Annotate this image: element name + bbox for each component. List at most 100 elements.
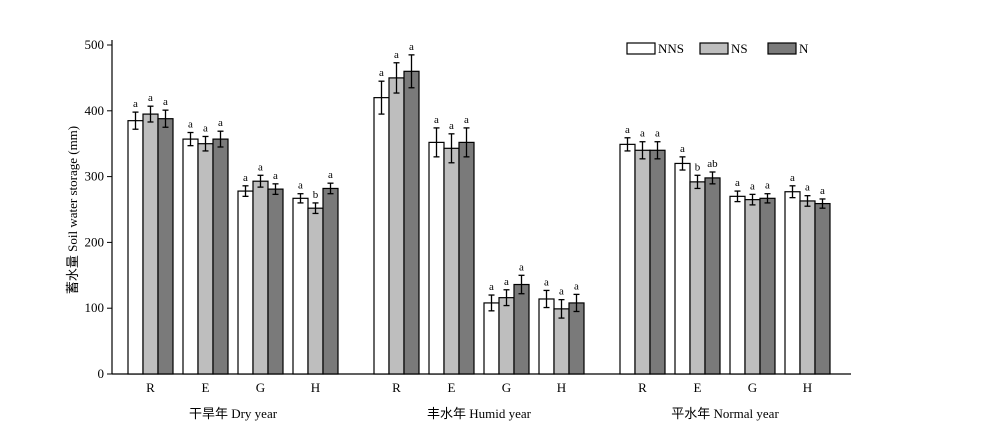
bar-ns	[388, 77, 405, 375]
bar-n	[568, 302, 585, 375]
significance-label: a	[574, 280, 579, 292]
group-label: 丰水年 Humid year	[427, 406, 532, 421]
bar-n	[458, 141, 475, 375]
group-label: 平水年 Normal year	[671, 406, 779, 421]
bar-n	[322, 187, 339, 375]
group-label: 干旱年 Dry year	[189, 406, 278, 421]
category-label: E	[202, 380, 210, 395]
bar-nns	[428, 141, 445, 375]
significance-label: a	[519, 261, 524, 273]
y-tick-label: 100	[85, 300, 105, 315]
significance-label: a	[409, 41, 414, 53]
legend: NNS NS N	[626, 41, 809, 56]
bar-ns	[252, 180, 269, 375]
category-label: G	[502, 380, 511, 395]
legend-swatch-n	[767, 42, 797, 55]
significance-label: a	[218, 117, 223, 129]
category-label: H	[311, 380, 320, 395]
significance-label: a	[434, 114, 439, 126]
significance-label: ab	[707, 158, 718, 170]
significance-label: a	[298, 180, 303, 192]
significance-label: a	[805, 182, 810, 194]
bar-ns	[498, 297, 515, 375]
significance-label: a	[328, 169, 333, 181]
significance-label: a	[163, 96, 168, 108]
significance-label: a	[790, 172, 795, 184]
significance-label: a	[133, 98, 138, 110]
significance-label: a	[625, 124, 630, 136]
legend-swatch-ns	[699, 42, 729, 55]
bar-nns	[292, 197, 309, 375]
significance-label: a	[258, 161, 263, 173]
significance-label: a	[188, 119, 193, 131]
significance-label: a	[640, 128, 645, 140]
significance-label: a	[379, 67, 384, 79]
significance-label: a	[735, 177, 740, 189]
bar-nns	[182, 138, 199, 375]
significance-label: a	[489, 281, 494, 293]
significance-label: a	[504, 276, 509, 288]
significance-label: a	[680, 143, 685, 155]
bar-nns	[674, 162, 691, 375]
significance-label: a	[655, 128, 660, 140]
bar-n	[513, 283, 530, 375]
significance-label: a	[765, 180, 770, 192]
category-label: G	[748, 380, 757, 395]
significance-label: a	[449, 120, 454, 132]
bar-ns	[142, 113, 159, 375]
bar-nns	[619, 143, 636, 375]
bar-n	[267, 188, 284, 375]
legend-label-nns: NNS	[658, 41, 684, 56]
y-tick-label: 0	[98, 366, 105, 381]
significance-label: a	[203, 122, 208, 134]
bar-nns	[237, 190, 254, 375]
significance-label: a	[273, 170, 278, 182]
bar-nns	[483, 302, 500, 375]
bar-n	[649, 149, 666, 375]
bar-n	[403, 70, 420, 375]
y-tick-label: 200	[85, 234, 105, 249]
bar-nns	[784, 191, 801, 375]
bar-ns	[197, 143, 214, 375]
legend-swatch-nns	[626, 42, 656, 55]
bar-nns	[373, 97, 390, 375]
bar-ns	[744, 199, 761, 375]
category-label: R	[146, 380, 155, 395]
y-axis-title: 蓄水量 Soil water storage (mm)	[65, 126, 80, 294]
y-tick-label: 500	[85, 37, 105, 52]
category-label: H	[803, 380, 812, 395]
category-label: E	[694, 380, 702, 395]
bar-n	[157, 118, 174, 375]
significance-label: a	[544, 276, 549, 288]
legend-label-n: N	[799, 41, 809, 56]
bar-n	[814, 202, 831, 375]
bar-nns	[538, 298, 555, 375]
bar-ns	[443, 147, 460, 375]
significance-label: b	[695, 161, 701, 173]
bar-n	[759, 197, 776, 375]
significance-label: a	[820, 185, 825, 197]
legend-label-ns: NS	[731, 41, 748, 56]
category-label: H	[557, 380, 566, 395]
category-label: E	[448, 380, 456, 395]
bar-nns	[127, 120, 144, 375]
significance-label: a	[750, 180, 755, 192]
bar-ns	[689, 181, 706, 375]
y-tick-label: 300	[85, 169, 105, 184]
category-label: R	[392, 380, 401, 395]
significance-label: a	[243, 172, 248, 184]
significance-label: a	[464, 114, 469, 126]
bar-n	[212, 138, 229, 375]
bar-ns	[307, 207, 324, 375]
bar-ns	[799, 200, 816, 375]
category-label: R	[638, 380, 647, 395]
significance-label: b	[313, 189, 319, 201]
y-tick-label: 400	[85, 103, 105, 118]
significance-label: a	[559, 286, 564, 298]
category-label: G	[256, 380, 265, 395]
bar-nns	[729, 195, 746, 375]
bar-ns	[634, 149, 651, 375]
significance-label: a	[148, 92, 153, 104]
bar-n	[704, 177, 721, 375]
